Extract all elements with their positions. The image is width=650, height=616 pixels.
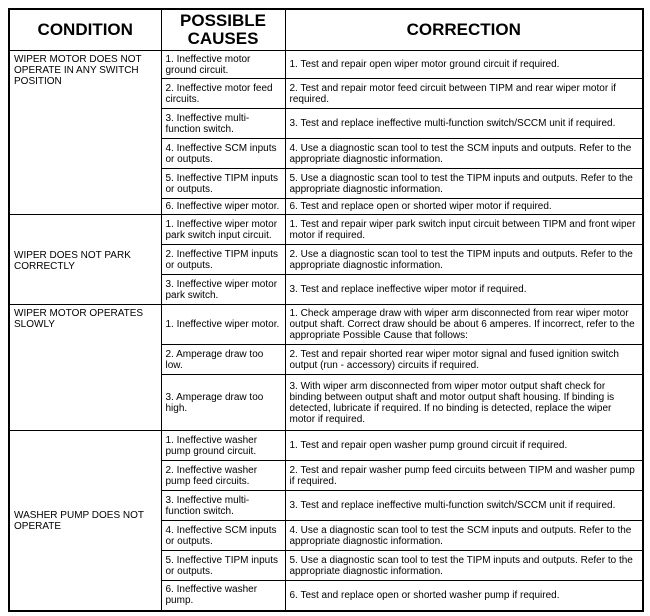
table-row: 5. Ineffective TIPM inputs or outputs. 5.…: [9, 550, 644, 581]
correction-cell: 6. Test and replace open or shorted wash…: [284, 580, 644, 611]
condition-cell: WIPER MOTOR DOES NOT OPERATE IN ANY SWIT…: [8, 50, 162, 215]
table-row: WIPER MOTOR DOES NOT OPERATE IN ANY SWIT…: [8, 50, 644, 215]
cause-cell: 1. Ineffective motor ground circuit.: [160, 50, 286, 79]
correction-cell: 3. Test and replace ineffective multi-fu…: [284, 108, 644, 139]
cause-cell: 4. Ineffective SCM inputs or outputs.: [160, 138, 286, 169]
table-row: 3. Ineffective multi-function switch. 3. …: [9, 490, 644, 521]
table-row: 6. Ineffective washer pump. 6. Test and r…: [9, 580, 644, 611]
condition-cell: WASHER PUMP DOES NOT OPERATE: [8, 430, 162, 611]
cause-cell: 2. Amperage draw too low.: [160, 344, 286, 375]
correction-cell: 2. Use a diagnostic scan tool to test th…: [284, 244, 644, 275]
correction-cell: 1. Test and repair open washer pump grou…: [284, 430, 644, 461]
table-body: WIPER MOTOR DOES NOT OPERATE IN ANY SWIT…: [8, 50, 644, 611]
condition-cell: WIPER MOTOR OPERATES SLOWLY: [8, 304, 162, 431]
table-row: 2. Ineffective TIPM inputs or outputs. 2.…: [9, 244, 644, 275]
correction-cell: 2. Test and repair motor feed circuit be…: [284, 78, 644, 109]
correction-cell: 2. Test and repair washer pump feed circ…: [284, 460, 644, 491]
correction-cell: 1. Test and repair wiper park switch inp…: [284, 214, 644, 245]
correction-cell: 2. Test and repair shorted rear wiper mo…: [284, 344, 644, 375]
cause-cell: 1. Ineffective wiper motor.: [160, 304, 286, 345]
diagnosis-table: CONDITION POSSIBLE CAUSES CORRECTION WIP…: [8, 8, 644, 612]
cause-cell: 1. Ineffective wiper motor park switch i…: [160, 214, 286, 245]
table-row: 4. Ineffective SCM inputs or outputs. 4. …: [9, 520, 644, 551]
correction-cell: 6. Test and replace open or shorted wipe…: [284, 198, 644, 215]
correction-cell: 5. Use a diagnostic scan tool to test th…: [284, 168, 644, 199]
condition-cell: WIPER DOES NOT PARK CORRECTLY: [8, 214, 162, 305]
correction-cell: 1. Check amperage draw with wiper arm di…: [284, 304, 644, 345]
table-row: 6. Ineffective wiper motor. 6. Test and r…: [9, 198, 644, 215]
correction-cell: 3. With wiper arm disconnected from wipe…: [284, 374, 644, 431]
table-row: WIPER DOES NOT PARK CORRECTLY 1. Ineffect…: [8, 214, 644, 305]
header-row: CONDITION POSSIBLE CAUSES CORRECTION: [8, 8, 644, 51]
table-row: WASHER PUMP DOES NOT OPERATE 1. Ineffecti…: [8, 430, 644, 611]
cause-cell: 2. Ineffective washer pump feed circuits…: [160, 460, 286, 491]
correction-cell: 1. Test and repair open wiper motor grou…: [284, 50, 644, 79]
cause-cell: 6. Ineffective wiper motor.: [160, 198, 286, 215]
cause-cell: 2. Ineffective motor feed circuits.: [160, 78, 286, 109]
header-cell: CONDITION: [8, 8, 162, 51]
cause-cell: 3. Ineffective multi-function switch.: [160, 490, 286, 521]
cause-cell: 1. Ineffective washer pump ground circui…: [160, 430, 286, 461]
header-cell: CORRECTION: [284, 8, 644, 51]
correction-cell: 3. Test and replace ineffective wiper mo…: [284, 274, 644, 305]
cause-cell: 6. Ineffective washer pump.: [160, 580, 286, 611]
table-row: 3. Ineffective multi-function switch. 3. …: [9, 108, 644, 139]
table-row: 3. Ineffective wiper motor park switch. 3…: [9, 274, 644, 305]
cause-cell: 3. Ineffective multi-function switch.: [160, 108, 286, 139]
correction-cell: 3. Test and replace ineffective multi-fu…: [284, 490, 644, 521]
header-cell: POSSIBLE CAUSES: [160, 8, 286, 51]
cause-cell: 5. Ineffective TIPM inputs or outputs.: [160, 550, 286, 581]
cause-cell: 4. Ineffective SCM inputs or outputs.: [160, 520, 286, 551]
cause-cell: 3. Ineffective wiper motor park switch.: [160, 274, 286, 305]
cause-cell: 3. Amperage draw too high.: [160, 374, 286, 431]
correction-cell: 4. Use a diagnostic scan tool to test th…: [284, 138, 644, 169]
cause-cell: 5. Ineffective TIPM inputs or outputs.: [160, 168, 286, 199]
table-row: WIPER MOTOR OPERATES SLOWLY 1. Ineffectiv…: [8, 304, 644, 431]
cause-cell: 2. Ineffective TIPM inputs or outputs.: [160, 244, 286, 275]
table-row: 3. Amperage draw too high. 3. With wiper …: [9, 374, 644, 431]
table-row: 2. Amperage draw too low. 2. Test and rep…: [9, 344, 644, 375]
table-row: 2. Ineffective motor feed circuits. 2. Te…: [9, 78, 644, 109]
correction-cell: 5. Use a diagnostic scan tool to test th…: [284, 550, 644, 581]
correction-cell: 4. Use a diagnostic scan tool to test th…: [284, 520, 644, 551]
table-row: 4. Ineffective SCM inputs or outputs. 4. …: [9, 138, 644, 169]
